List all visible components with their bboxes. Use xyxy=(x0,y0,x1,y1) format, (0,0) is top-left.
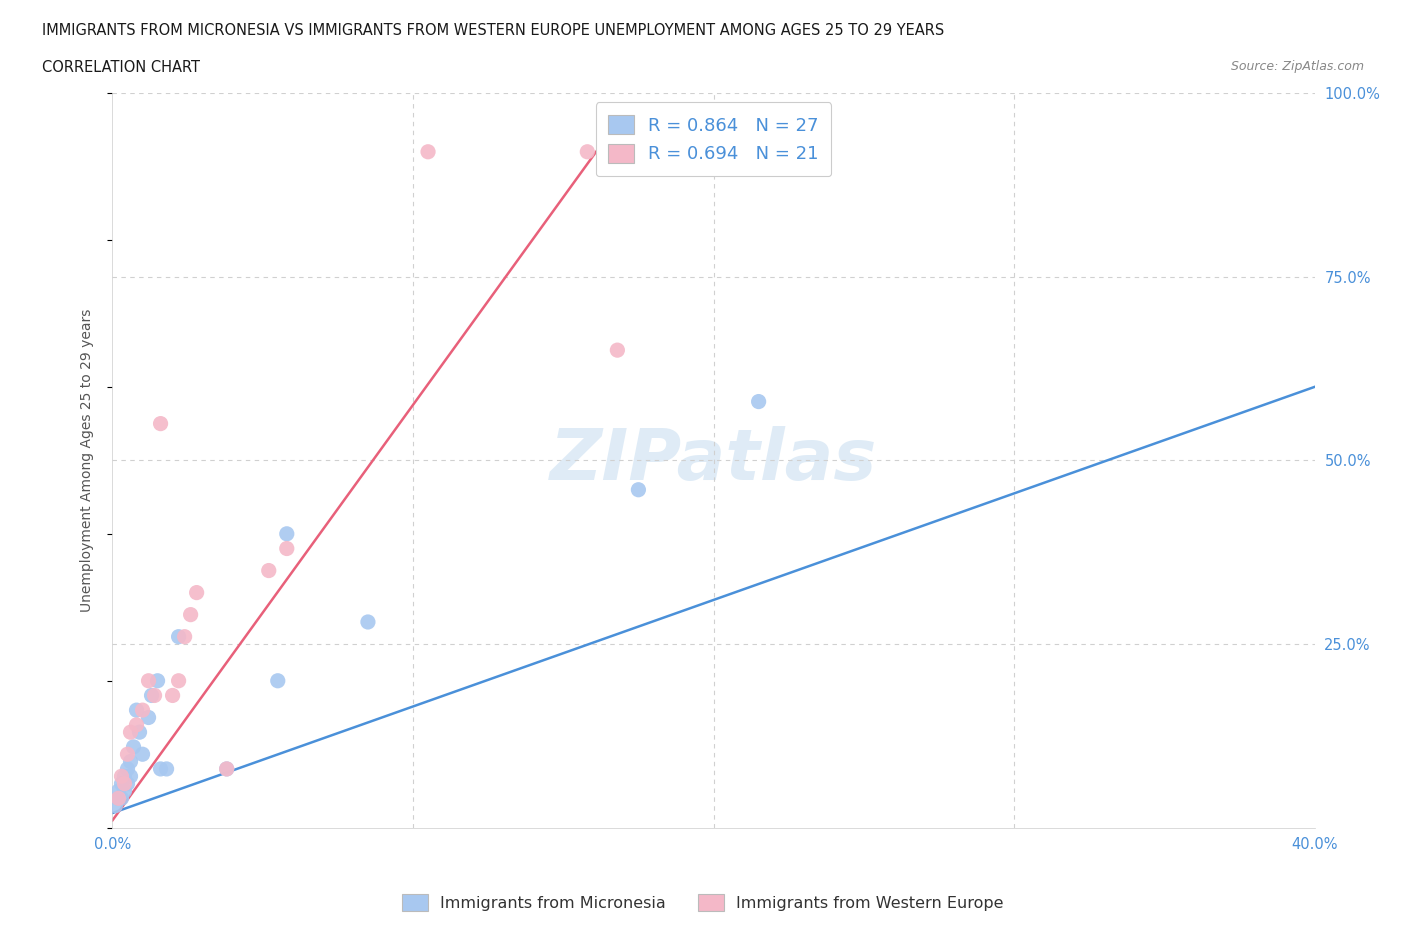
Point xyxy=(120,754,142,769)
Point xyxy=(748,394,770,409)
Text: CORRELATION CHART: CORRELATION CHART xyxy=(42,60,200,75)
Point xyxy=(357,615,380,630)
Point xyxy=(606,343,628,358)
Point xyxy=(141,688,163,703)
Point xyxy=(117,762,139,777)
Point xyxy=(143,688,166,703)
Point xyxy=(110,769,132,784)
Point xyxy=(155,762,177,777)
Y-axis label: Unemployment Among Ages 25 to 29 years: Unemployment Among Ages 25 to 29 years xyxy=(80,309,94,612)
Legend: R = 0.864   N = 27, R = 0.694   N = 21: R = 0.864 N = 27, R = 0.694 N = 21 xyxy=(596,102,831,176)
Point xyxy=(416,144,439,159)
Point xyxy=(173,630,195,644)
Text: IMMIGRANTS FROM MICRONESIA VS IMMIGRANTS FROM WESTERN EUROPE UNEMPLOYMENT AMONG : IMMIGRANTS FROM MICRONESIA VS IMMIGRANTS… xyxy=(42,23,945,38)
Point xyxy=(138,673,160,688)
Point xyxy=(131,747,153,762)
Point xyxy=(180,607,202,622)
Point xyxy=(117,747,139,762)
Point xyxy=(117,777,139,791)
Point xyxy=(146,673,169,688)
Point xyxy=(257,564,280,578)
Point xyxy=(267,673,290,688)
Point xyxy=(215,762,238,777)
Point xyxy=(138,711,160,725)
Point xyxy=(107,790,129,805)
Point xyxy=(131,703,153,718)
Point xyxy=(186,585,208,600)
Point xyxy=(110,790,132,805)
Text: ZIPatlas: ZIPatlas xyxy=(550,426,877,495)
Point xyxy=(125,703,148,718)
Point xyxy=(149,417,172,432)
Point xyxy=(114,769,136,784)
Point xyxy=(114,783,136,798)
Point xyxy=(215,762,238,777)
Point xyxy=(276,526,298,541)
Point xyxy=(627,483,650,498)
Text: Source: ZipAtlas.com: Source: ZipAtlas.com xyxy=(1230,60,1364,73)
Point xyxy=(167,673,190,688)
Point xyxy=(107,783,129,798)
Point xyxy=(167,630,190,644)
Point xyxy=(120,769,142,784)
Legend: Immigrants from Micronesia, Immigrants from Western Europe: Immigrants from Micronesia, Immigrants f… xyxy=(395,887,1011,917)
Point xyxy=(125,717,148,732)
Point xyxy=(576,144,599,159)
Point xyxy=(128,724,150,739)
Point xyxy=(276,541,298,556)
Point xyxy=(120,724,142,739)
Point xyxy=(104,798,127,813)
Point xyxy=(110,777,132,791)
Point xyxy=(162,688,184,703)
Point xyxy=(122,739,145,754)
Point xyxy=(107,790,129,805)
Point xyxy=(149,762,172,777)
Point xyxy=(114,777,136,791)
